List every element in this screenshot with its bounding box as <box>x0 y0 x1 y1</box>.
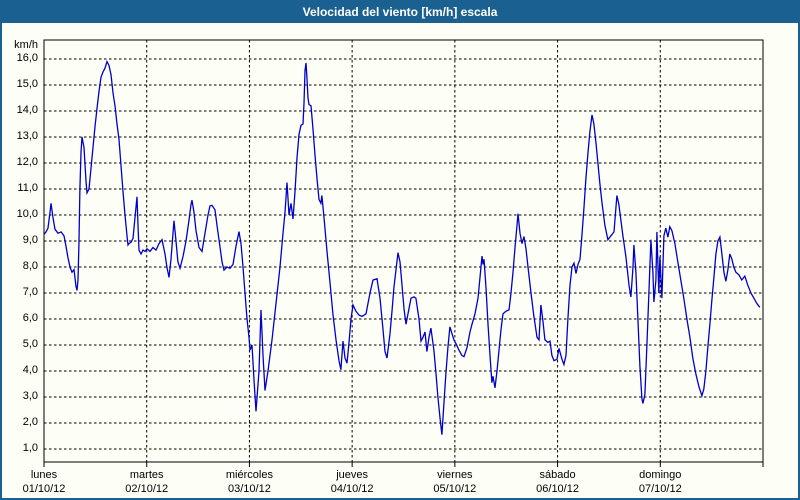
day-date: 03/10/12 <box>228 483 271 495</box>
chart-title: Velocidad del viento [km/h] escala <box>302 5 498 19</box>
day-name: martes <box>129 469 164 481</box>
y-tick-label: 5,0 <box>22 338 38 350</box>
x-tick-label-lunes: lunes 01/10/12 <box>23 468 66 496</box>
day-date: 05/10/12 <box>433 483 477 495</box>
x-tick-label-martes: martes 02/10/12 <box>125 468 168 496</box>
day-name: viernes <box>437 469 473 481</box>
day-date: 02/10/12 <box>125 483 169 495</box>
day-name: domingo <box>639 469 682 481</box>
y-tick-label: 12,0 <box>16 156 38 168</box>
y-tick-label: 3,0 <box>22 390 38 402</box>
y-axis-unit-label: km/h <box>14 39 38 51</box>
day-date: 01/10/12 <box>22 483 66 495</box>
x-tick-label-miércoles: miércoles 03/10/12 <box>226 468 273 496</box>
day-date: 06/10/12 <box>536 483 579 495</box>
y-tick-label: 2,0 <box>22 416 38 428</box>
day-name: miércoles <box>225 469 273 481</box>
wind-speed-line <box>43 59 761 435</box>
y-tick-label: 7,0 <box>22 286 38 298</box>
day-name: sábado <box>539 469 576 481</box>
y-tick-label: 1,0 <box>22 442 38 454</box>
y-tick-label: 9,0 <box>22 234 38 246</box>
day-name: jueves <box>336 469 369 481</box>
y-tick-label: 11,0 <box>17 182 38 194</box>
day-name: lunes <box>30 469 58 481</box>
x-tick-label-viernes: viernes 05/10/12 <box>433 468 476 496</box>
day-date: 04/10/12 <box>330 483 374 495</box>
y-tick-label: 10,0 <box>16 208 38 220</box>
y-tick-label: 6,0 <box>22 312 38 324</box>
x-tick-label-jueves: jueves 04/10/12 <box>331 468 374 496</box>
y-tick-label: 16,0 <box>16 52 38 64</box>
x-tick-label-sábado: sábado 06/10/12 <box>536 468 579 496</box>
x-tick-label-domingo: domingo 07/10/12 <box>639 468 682 496</box>
day-date: 07/10/12 <box>638 483 682 495</box>
y-tick-label: 8,0 <box>22 260 38 272</box>
plot-border <box>43 39 764 463</box>
y-tick-label: 13,0 <box>16 130 38 142</box>
y-tick-label: 15,0 <box>16 78 38 90</box>
y-tick-label: 4,0 <box>22 364 38 376</box>
y-tick-label: 14,0 <box>16 104 38 116</box>
title-bar: Velocidad del viento [km/h] escala <box>2 2 798 23</box>
